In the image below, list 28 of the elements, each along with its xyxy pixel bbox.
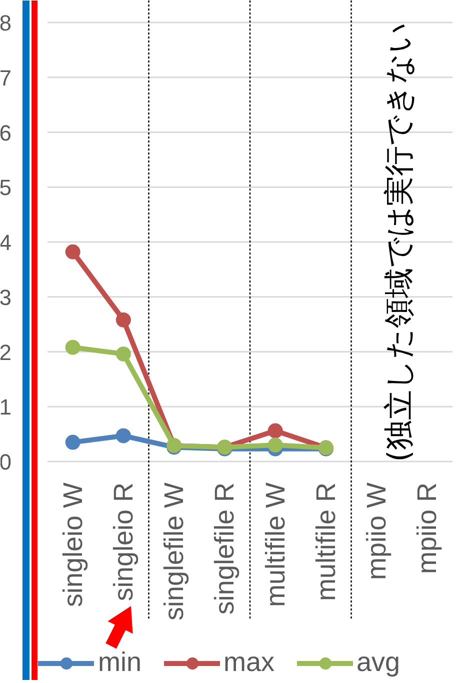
point [268,438,283,453]
y-tick-label: 0 [0,450,12,474]
x-tick-label: singlefile W [159,482,190,621]
legend-label: avg [356,647,400,678]
legend-label: min [98,647,142,678]
x-tick-label: singleio W [58,482,88,608]
y-tick-label: 7 [0,65,12,90]
point [65,244,80,260]
x-tick-label: singleio R [108,482,138,602]
y-tick-label: 8 [0,10,12,36]
legend-label: max [224,647,275,678]
y-tick-label: 5 [0,175,12,200]
point [268,423,283,438]
y-tick-label: 2 [0,340,12,365]
x-tick-label: multifile R [310,482,341,602]
point [65,434,80,450]
x-tick-label: singlefile R [210,482,240,615]
y-tick-label: 1 [0,394,12,420]
point [116,428,131,444]
x-tick-label: mpiio R [412,482,442,574]
annotation: (独立した領域では実行できない [382,22,417,462]
x-tick-label: multifile W [260,482,290,608]
point [116,346,131,362]
x-tick-label: mpiio W [362,482,392,580]
point [116,312,131,328]
y-tick-label: 6 [0,120,12,146]
y-tick-label: 3 [0,284,12,310]
point [65,340,80,355]
